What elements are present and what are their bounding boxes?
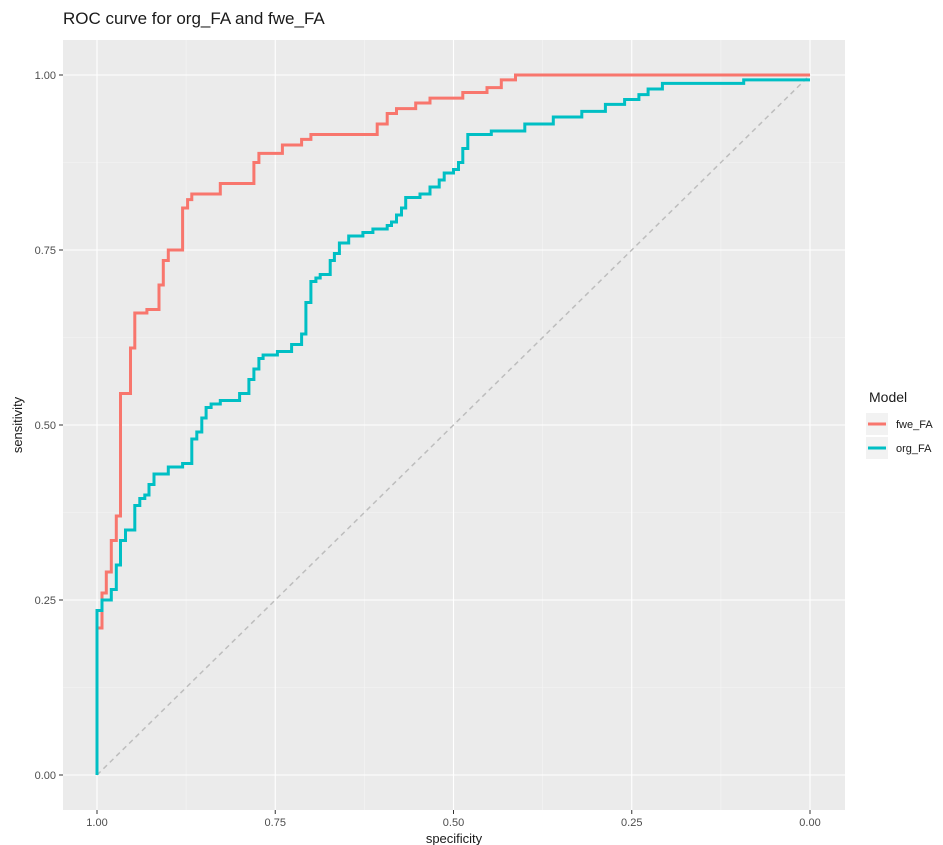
y-tick-label: 0.50 [35, 420, 56, 432]
x-tick-label: 1.00 [86, 817, 107, 829]
chart-title: ROC curve for org_FA and fwe_FA [63, 9, 325, 28]
y-tick-label: 0.25 [35, 595, 56, 607]
legend-title: Model [869, 389, 907, 405]
series-line-fwe_FA [95, 73, 810, 775]
reference-diagonal-line [96, 74, 811, 776]
x-tick-label: 0.75 [265, 817, 286, 829]
x-axis-title: specificity [426, 831, 483, 845]
y-tick-label: 1.00 [35, 70, 56, 82]
series-line-org_FA [95, 78, 810, 775]
x-tick-label: 0.25 [621, 817, 642, 829]
legend-label-fwe_FA: fwe_FA [896, 419, 933, 431]
x-tick-label: 0.00 [799, 817, 820, 829]
legend-label-org_FA: org_FA [896, 443, 932, 455]
y-axis-title: sensitivity [10, 396, 25, 453]
legend: Model fwe_FA org_FA [866, 389, 933, 459]
y-tick-label: 0.75 [35, 245, 56, 257]
x-tick-label: 0.50 [443, 817, 464, 829]
y-tick-label: 0.00 [35, 770, 56, 782]
